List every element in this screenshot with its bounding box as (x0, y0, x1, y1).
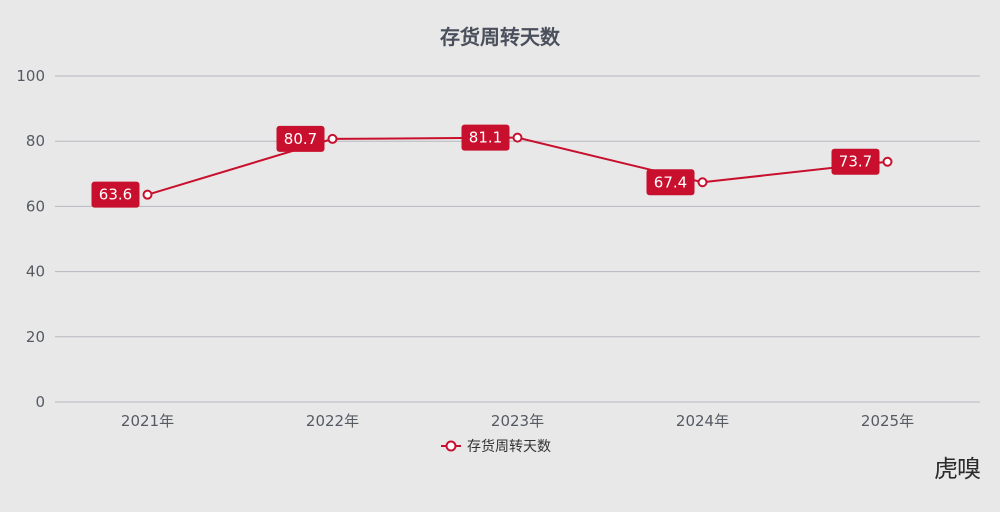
data-label: 63.6 (91, 181, 140, 208)
legend-circle-marker (445, 440, 457, 452)
y-axis-ticks: 0 20 40 60 80 100 (16, 67, 45, 411)
data-label-box (276, 125, 325, 152)
series-line-group (142, 132, 893, 200)
data-label-box (91, 181, 140, 208)
y-tick-label: 0 (35, 393, 45, 411)
data-label: 73.7 (831, 148, 880, 175)
x-tick-label: 2022年 (306, 412, 359, 430)
data-point[interactable] (142, 189, 153, 200)
data-label: 81.1 (461, 124, 510, 151)
y-tick-label: 20 (26, 328, 45, 346)
y-tick-label: 80 (26, 132, 45, 150)
data-point[interactable] (512, 132, 523, 143)
legend-label: 存货周转天数 (467, 438, 551, 455)
x-axis-ticks: 2021年 2022年 2023年 2024年 2025年 (121, 412, 914, 430)
x-tick-label: 2023年 (491, 412, 544, 430)
data-label-text: 67.4 (654, 173, 687, 191)
data-labels: 63.6 80.7 81.1 67.4 73.7 (91, 124, 880, 208)
data-label-text: 73.7 (839, 153, 872, 171)
data-label-box (461, 124, 510, 151)
gridlines (55, 75, 980, 403)
y-tick-label: 100 (16, 67, 45, 85)
x-tick-label: 2021年 (121, 412, 174, 430)
data-label-box (646, 169, 695, 196)
x-tick-label: 2025年 (861, 412, 914, 430)
y-tick-label: 60 (26, 197, 45, 215)
data-label: 80.7 (276, 125, 325, 152)
data-label-text: 63.6 (99, 186, 132, 204)
data-label-box (831, 148, 880, 175)
chart-title: 存货周转天数 (440, 25, 561, 49)
legend[interactable]: 存货周转天数 (441, 438, 551, 455)
x-tick-label: 2024年 (676, 412, 729, 430)
huxiu-logo: 虎嗅 (934, 455, 981, 483)
series-line (147, 136, 888, 196)
data-label: 67.4 (646, 169, 695, 196)
data-point[interactable] (697, 177, 708, 188)
y-tick-label: 40 (26, 263, 45, 281)
data-label-text: 81.1 (469, 129, 502, 147)
data-label-text: 80.7 (284, 130, 317, 148)
data-point[interactable] (882, 156, 893, 167)
data-point[interactable] (327, 133, 338, 144)
